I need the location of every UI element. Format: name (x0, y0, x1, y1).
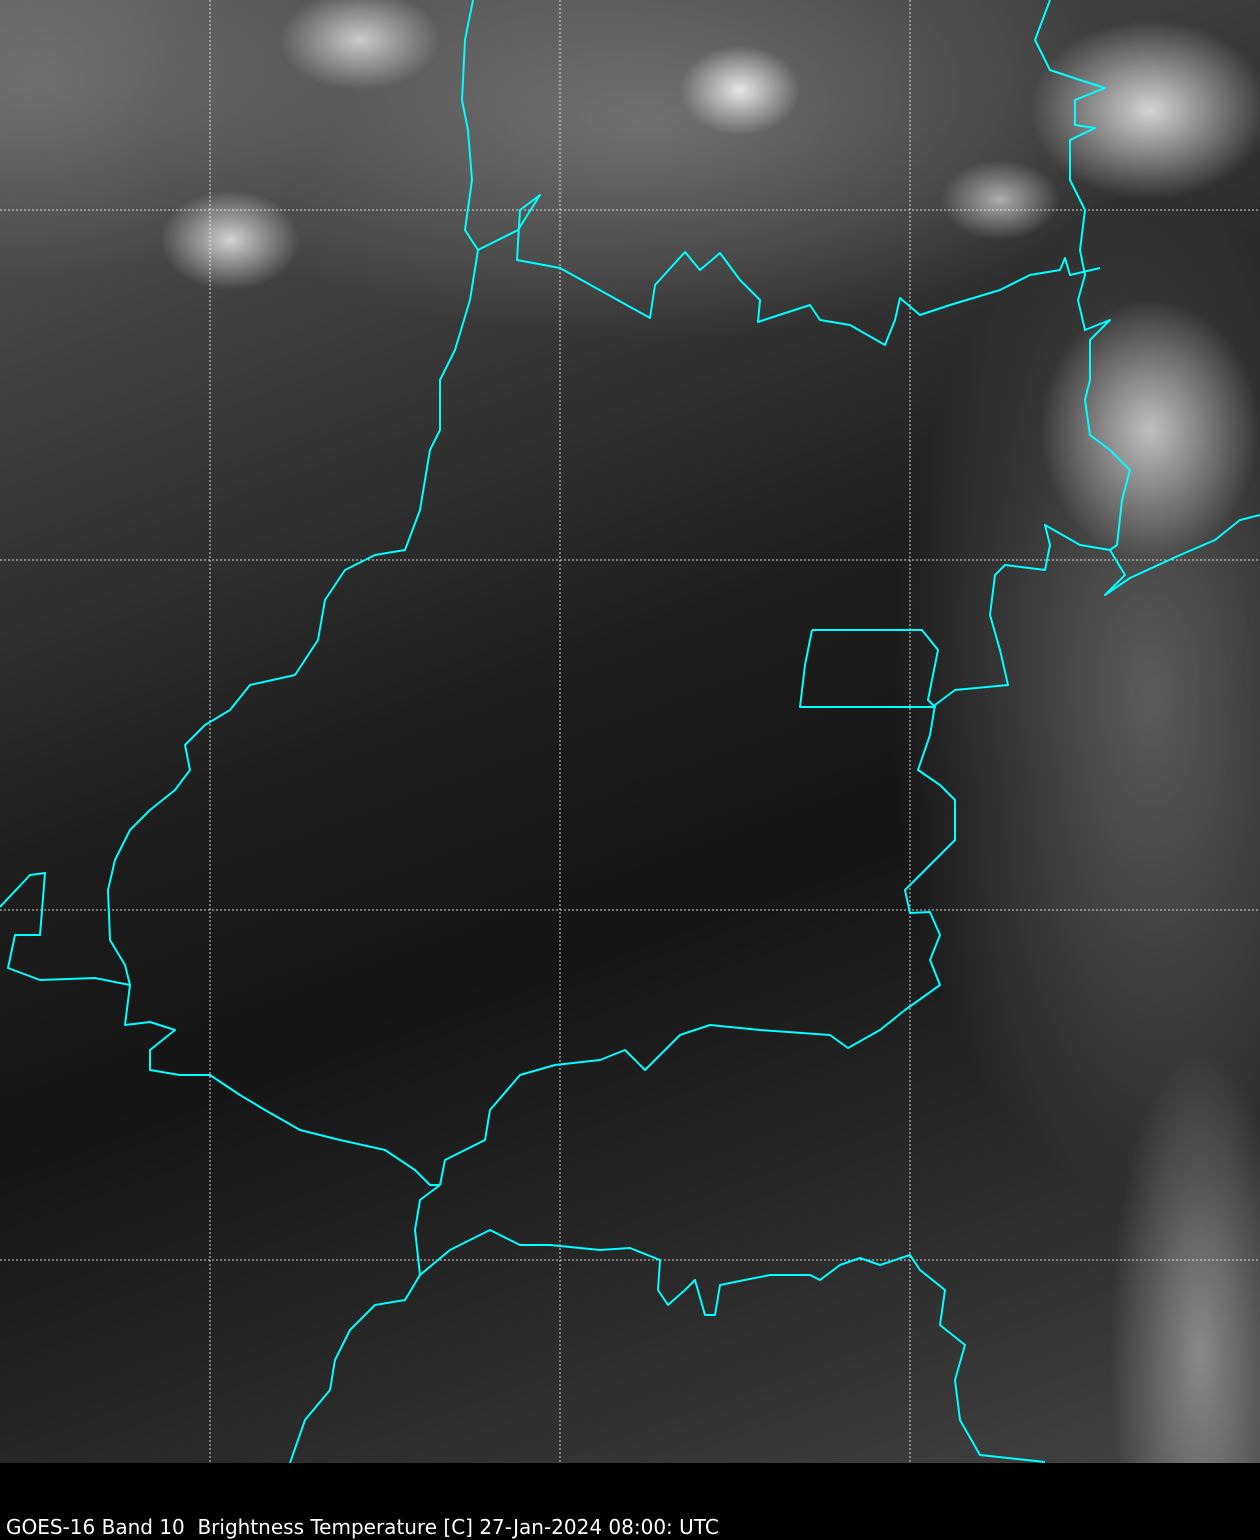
state-border-line (419, 1229, 1046, 1463)
state-border-line (1034, 0, 1260, 596)
state-border-line (124, 984, 440, 1186)
state-border-line (439, 524, 1111, 1186)
state-border-line (0, 0, 479, 986)
state-border-line (799, 629, 939, 708)
state-border-line (289, 1184, 441, 1463)
satellite-imagery (0, 0, 1260, 1463)
figure-caption: GOES-16 Band 10 Brightness Temperature [… (6, 1515, 719, 1539)
map-overlay (0, 0, 1260, 1463)
state-border-line (477, 194, 1101, 346)
